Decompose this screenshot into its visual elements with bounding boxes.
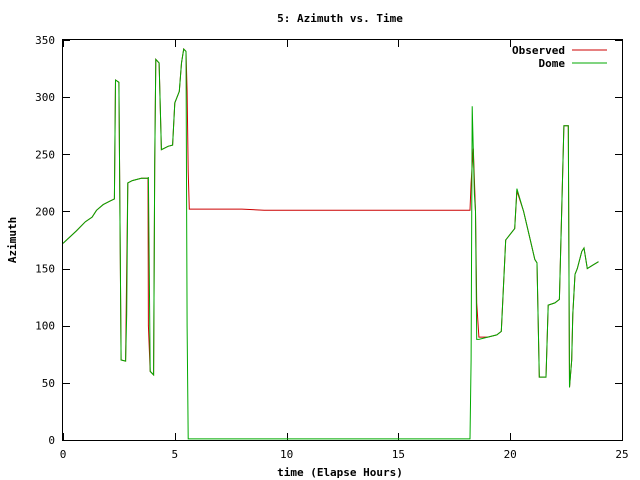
series-line-dome [62,48,599,440]
y-tick-label: 300 [35,91,55,104]
x-tick-label: 25 [615,448,628,461]
plot-border [62,39,623,441]
legend-label-observed: Observed [512,44,565,57]
series-lines [62,48,599,440]
y-tick-label: 250 [35,148,55,161]
legend-label-dome: Dome [539,57,566,70]
y-tick-label: 200 [35,205,55,218]
x-axis-label: time (Elapse Hours) [277,466,403,479]
y-axis-label: Azimuth [6,217,19,263]
y-tick-label: 50 [42,377,55,390]
y-tick-label: 350 [35,34,55,47]
x-tick-label: 5 [171,448,178,461]
y-tick-label: 0 [48,434,55,447]
x-tick-label: 0 [60,448,67,461]
y-tick-label: 150 [35,263,55,276]
x-tick-label: 10 [280,448,293,461]
x-tick-label: 20 [504,448,517,461]
x-tick-label: 15 [392,448,405,461]
y-tick-label: 100 [35,320,55,333]
chart-title: 5: Azimuth vs. Time [277,12,403,25]
